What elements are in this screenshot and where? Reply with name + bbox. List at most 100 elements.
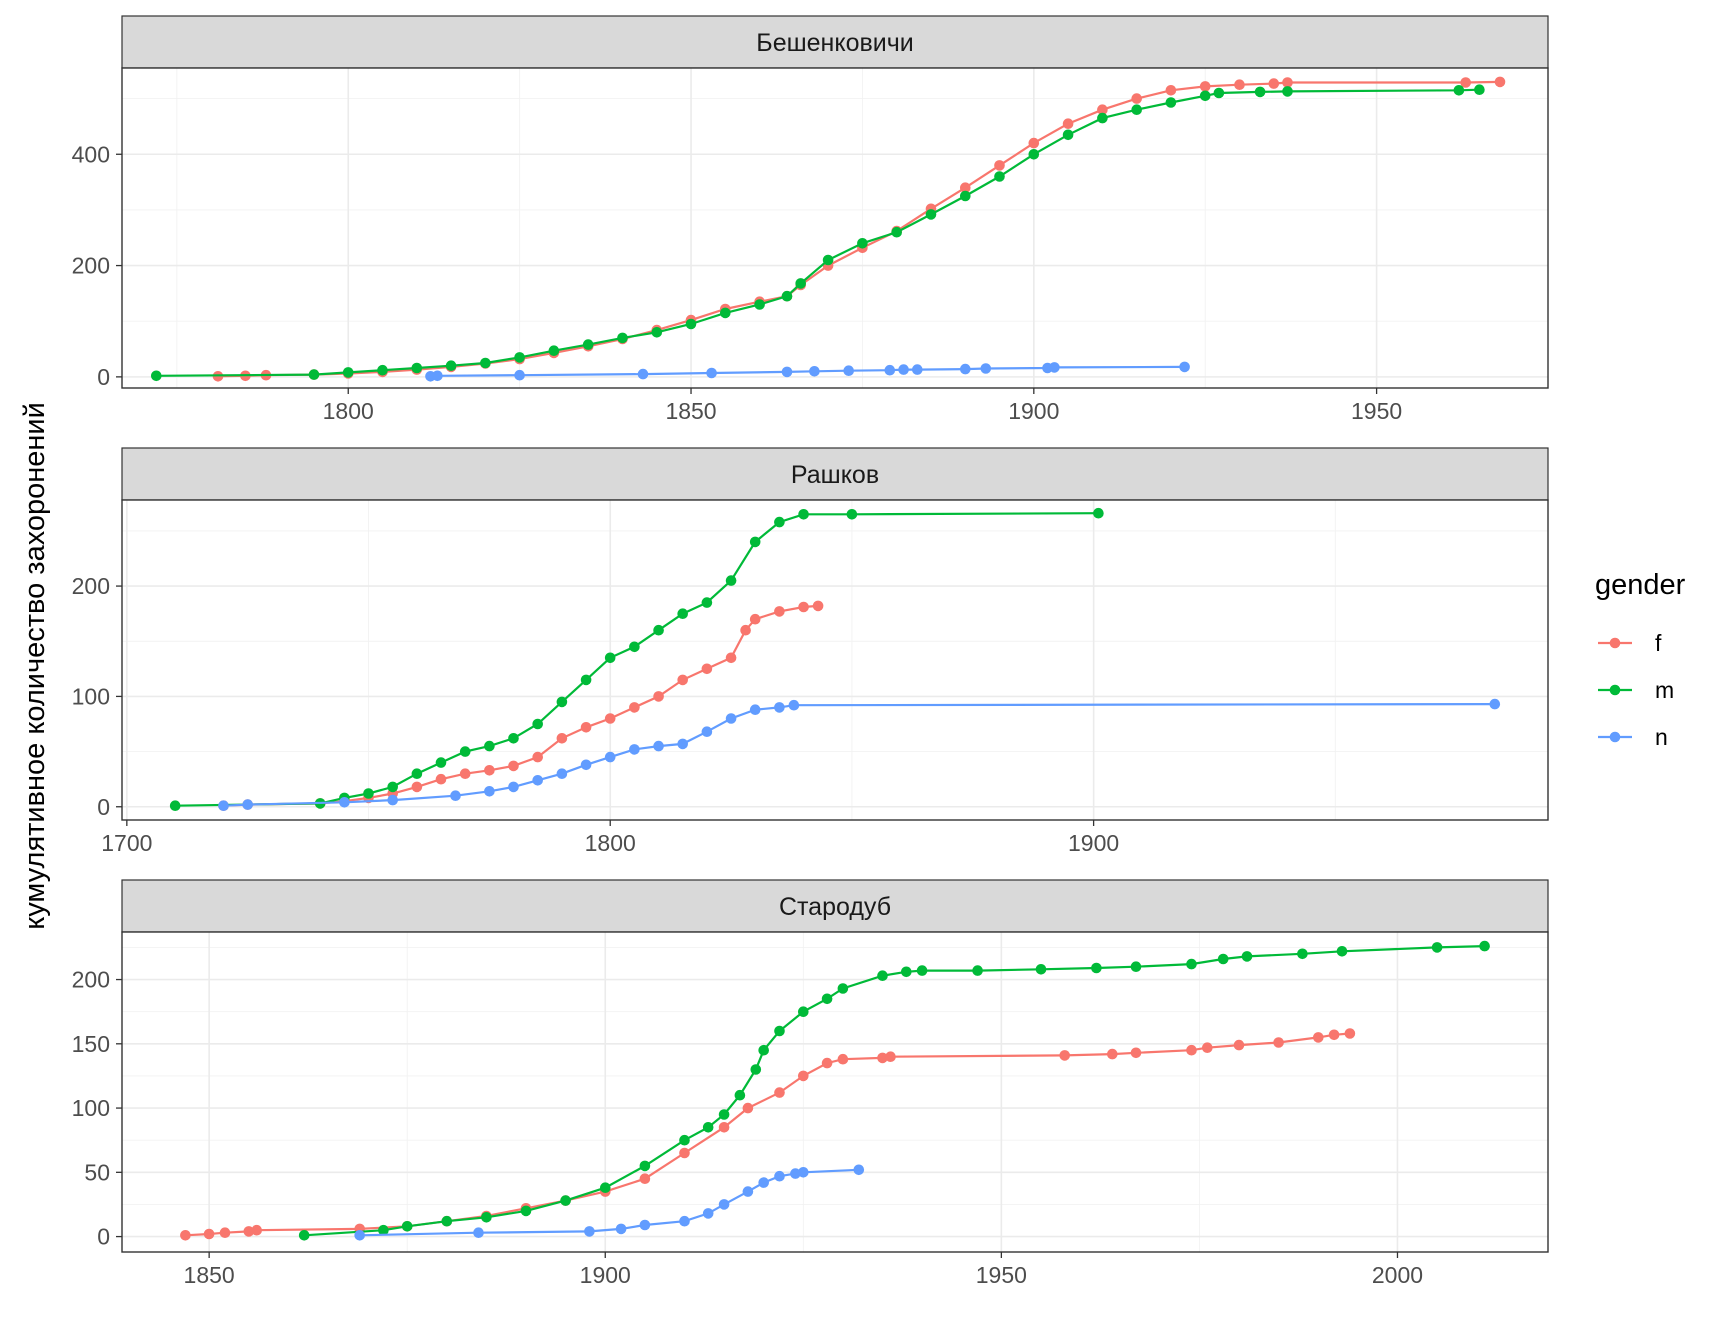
- data-point: [1233, 1039, 1245, 1051]
- legend-key-point: [1609, 684, 1621, 696]
- legend-item-n: n: [1598, 724, 1668, 750]
- data-point: [1234, 79, 1245, 90]
- data-point: [1313, 1032, 1324, 1043]
- plot-area: [122, 932, 1548, 1252]
- series-line: [156, 88, 1480, 377]
- data-point: [774, 606, 785, 617]
- data-point: [1199, 81, 1211, 92]
- data-point: [459, 768, 471, 779]
- facet-strip: [121, 447, 1549, 501]
- legend-title: gender: [1595, 569, 1686, 601]
- data-point: [1474, 84, 1485, 95]
- data-point: [1186, 1044, 1197, 1056]
- data-point: [885, 1051, 896, 1062]
- data-point: [354, 1230, 366, 1241]
- legend: gender fmn: [1595, 569, 1686, 750]
- data-point: [1489, 698, 1501, 710]
- data-point: [651, 327, 663, 338]
- data-point: [912, 364, 923, 375]
- x-tick-label: 1850: [665, 398, 716, 424]
- data-point: [798, 601, 809, 613]
- series-n: [425, 361, 1190, 382]
- legend-item-f: f: [1598, 630, 1662, 656]
- data-point: [520, 1205, 532, 1217]
- data-point: [1336, 946, 1348, 957]
- data-point: [679, 1215, 690, 1227]
- data-point: [1297, 948, 1308, 960]
- y-tick-label: 50: [84, 1159, 110, 1185]
- data-point: [758, 1044, 769, 1056]
- data-point: [1131, 93, 1142, 104]
- data-point: [508, 760, 519, 772]
- data-point: [532, 751, 543, 763]
- data-point: [749, 704, 761, 715]
- data-point: [1453, 85, 1465, 96]
- data-point: [837, 983, 849, 994]
- data-point: [580, 674, 592, 686]
- data-point: [637, 368, 649, 380]
- y-tick-label: 0: [97, 794, 110, 820]
- data-point: [617, 332, 628, 344]
- data-point: [242, 799, 253, 810]
- data-point: [1130, 1047, 1142, 1059]
- data-point: [718, 1109, 730, 1120]
- data-point: [1097, 104, 1108, 115]
- data-point: [790, 1168, 801, 1179]
- data-point: [774, 516, 785, 528]
- data-point: [1049, 362, 1060, 373]
- facet-panel: Рашков 1700 1800 1900 0 100 200: [72, 447, 1549, 856]
- data-point: [774, 1170, 785, 1182]
- data-point: [580, 722, 592, 733]
- data-point: [960, 190, 971, 202]
- data-point: [677, 738, 688, 750]
- x-tick-label: 1950: [976, 1262, 1027, 1288]
- facet-strip-title: Стародуб: [779, 893, 891, 921]
- y-tick-label: 400: [72, 141, 110, 167]
- data-point: [742, 1186, 754, 1197]
- data-point: [484, 740, 495, 752]
- data-point: [685, 318, 697, 330]
- data-point: [615, 1223, 627, 1235]
- data-point: [821, 1057, 833, 1069]
- data-point: [556, 696, 568, 708]
- data-point: [877, 970, 888, 981]
- data-point: [1097, 112, 1108, 124]
- data-point: [639, 1173, 651, 1184]
- data-point: [798, 1070, 809, 1082]
- data-point: [411, 768, 423, 779]
- data-point: [1460, 77, 1471, 88]
- data-point: [1494, 76, 1506, 88]
- y-tick-label: 200: [72, 967, 110, 993]
- data-point: [580, 759, 592, 771]
- data-point: [556, 768, 568, 779]
- data-point: [701, 726, 713, 737]
- facet-panel: Стародуб 1850 1900 1950 2000 0 50 100 150 200: [72, 879, 1549, 1288]
- panel-border: [121, 67, 1549, 389]
- facet-strip: [121, 15, 1549, 69]
- data-point: [1165, 97, 1177, 108]
- data-point: [411, 781, 423, 793]
- data-point: [1328, 1029, 1340, 1041]
- data-point: [788, 699, 800, 711]
- data-point: [604, 713, 616, 724]
- facet-panel: Бешенковичи 1800 1850 1900 1950 0 200 400: [72, 15, 1549, 424]
- data-point: [916, 965, 928, 976]
- data-point: [843, 365, 854, 377]
- data-point: [1431, 942, 1443, 953]
- data-point: [582, 339, 594, 350]
- data-point: [798, 1167, 809, 1178]
- y-tick-label: 200: [72, 573, 110, 599]
- data-point: [718, 1199, 730, 1210]
- data-point: [435, 773, 447, 785]
- data-point: [342, 367, 354, 378]
- data-point: [960, 182, 971, 193]
- data-point: [901, 966, 912, 978]
- data-point: [701, 663, 713, 675]
- series-m: [151, 84, 1485, 382]
- data-point: [243, 1226, 255, 1237]
- data-point: [795, 278, 806, 289]
- data-point: [653, 740, 664, 752]
- y-tick-label: 100: [72, 683, 110, 709]
- data-point: [600, 1182, 611, 1193]
- legend-item-m: m: [1598, 677, 1674, 703]
